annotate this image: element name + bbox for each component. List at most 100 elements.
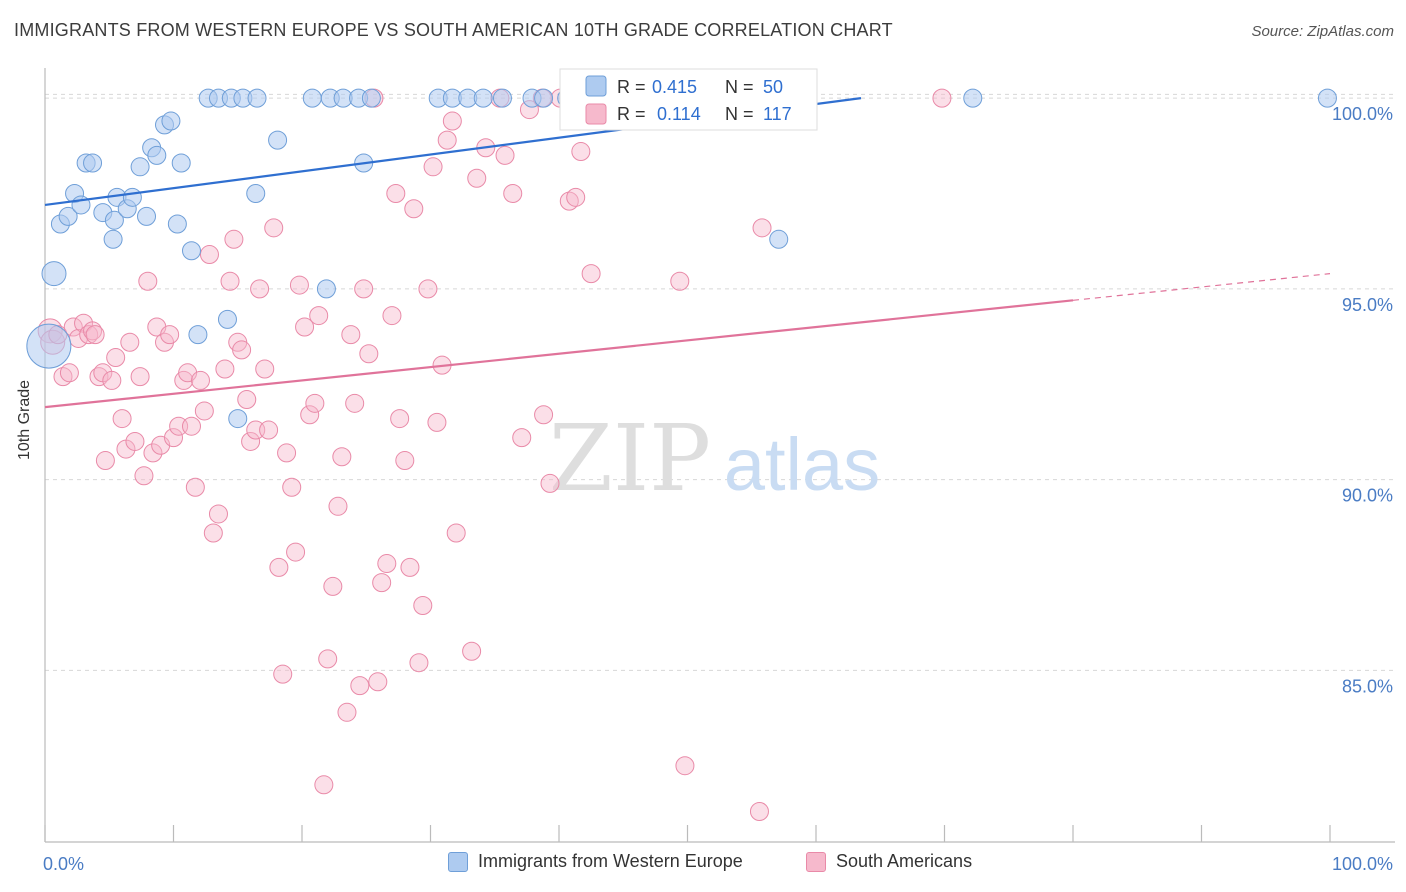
south-americans-point <box>130 367 150 387</box>
south-americans-point <box>345 393 365 413</box>
south-americans-point <box>752 218 772 238</box>
correlation-legend: R = 0.415 N = 50 R = 0.114 N = 117 <box>559 68 818 131</box>
x-tick-label: 100.0% <box>1332 854 1393 874</box>
south-americans-point <box>255 359 275 379</box>
south-americans-point <box>386 184 406 204</box>
south-americans-point <box>309 306 329 326</box>
western-europe-point <box>217 309 237 329</box>
western-europe-point <box>58 206 78 226</box>
south-americans-point <box>390 409 410 429</box>
south-americans-point <box>237 390 257 410</box>
south-americans-point <box>534 405 554 425</box>
south-americans-point <box>446 523 466 543</box>
south-americans-point <box>328 496 348 516</box>
south-americans-point <box>423 157 443 177</box>
south-americans-point <box>79 325 99 345</box>
south-americans-point <box>63 317 83 337</box>
grid-layer <box>45 93 1395 671</box>
south-americans-point <box>89 367 109 387</box>
south-americans-point <box>323 576 343 596</box>
south-americans-point <box>138 271 158 291</box>
south-americans-point <box>400 557 420 577</box>
western-europe-point <box>769 229 789 249</box>
south-americans-point <box>372 573 392 593</box>
south-americans-point <box>675 756 695 776</box>
south-americans-point <box>102 370 122 390</box>
south-americans-point <box>495 145 515 165</box>
legend-r-label-2: R = <box>617 104 646 124</box>
western-europe-point <box>246 184 266 204</box>
south-americans-point <box>134 466 154 486</box>
legend-n-label-2: N = <box>725 104 754 124</box>
western-europe-point <box>103 229 123 249</box>
south-americans-point <box>106 348 126 368</box>
south-americans-point <box>125 431 145 451</box>
western-europe-point <box>963 88 983 108</box>
legend-item-western-europe[interactable]: Immigrants from Western Europe <box>448 851 743 872</box>
south-americans-point <box>437 130 457 150</box>
legend-label-south-americans: South Americans <box>836 851 973 871</box>
western-europe-point <box>130 157 150 177</box>
south-americans-point <box>190 370 210 390</box>
legend-r-value-1: 0.415 <box>652 77 697 97</box>
legend-swatch-pink <box>585 103 607 125</box>
legend-item-south-americans[interactable]: South Americans <box>806 851 972 872</box>
south-americans-point <box>203 523 223 543</box>
south-americans-point <box>269 557 289 577</box>
south-americans-point <box>377 554 397 574</box>
south-americans-point <box>503 184 523 204</box>
south-americans-point <box>286 542 306 562</box>
y-tick-label: 85.0% <box>1342 676 1393 696</box>
south-americans-point <box>259 420 279 440</box>
western-europe-point <box>83 153 103 173</box>
western-europe-point <box>188 325 208 345</box>
western-europe-point <box>316 279 336 299</box>
south-americans-point <box>232 340 252 360</box>
legend-swatch-western-europe <box>448 851 468 872</box>
south-americans-point <box>318 649 338 669</box>
legend-n-label-1: N = <box>725 77 754 97</box>
south-americans-point <box>120 332 140 352</box>
western-europe-point <box>26 323 72 369</box>
south-americans-point <box>413 595 433 615</box>
western-europe-point <box>181 241 201 261</box>
south-americans-point <box>350 676 370 696</box>
y-tick-label: 100.0% <box>1332 104 1393 124</box>
south-americans-point <box>295 317 315 337</box>
western-europe-point <box>492 88 512 108</box>
western-europe-point <box>268 130 288 150</box>
south-americans-point <box>194 401 214 421</box>
trend-lines <box>44 97 1331 409</box>
south-americans-point <box>571 142 591 162</box>
south-americans-point <box>300 405 320 425</box>
south-americans-point <box>427 412 447 432</box>
south-americans-point <box>359 344 379 364</box>
legend-label-western-europe: Immigrants from Western Europe <box>478 851 743 871</box>
series-legend: Immigrants from Western Europe South Ame… <box>0 851 1406 879</box>
south-americans-point <box>382 306 402 326</box>
south-americans-point <box>540 473 560 493</box>
western-europe-point <box>302 88 322 108</box>
western-europe-point <box>137 206 157 226</box>
western-europe-point <box>167 214 187 234</box>
south-americans-point <box>332 447 352 467</box>
y-tick-label: 90.0% <box>1342 486 1393 506</box>
chart-title: IMMIGRANTS FROM WESTERN EUROPE VS SOUTH … <box>14 20 893 40</box>
south-americans-point <box>341 325 361 345</box>
western-europe-point <box>147 145 167 165</box>
south-americans-point <box>462 641 482 661</box>
south-americans-point <box>112 409 132 429</box>
south-americans-point <box>199 245 219 265</box>
south-americans-point <box>368 672 388 692</box>
western-europe-point <box>361 88 381 108</box>
south-americans-points <box>37 88 952 821</box>
south-americans-point <box>143 443 163 463</box>
watermark-zip: ZIP <box>549 405 711 512</box>
south-americans-point <box>418 279 438 299</box>
south-americans-point <box>160 325 180 345</box>
south-americans-point <box>337 702 357 722</box>
south-americans-point <box>215 359 235 379</box>
western-europe-point <box>473 88 493 108</box>
south-americans-point <box>185 477 205 497</box>
